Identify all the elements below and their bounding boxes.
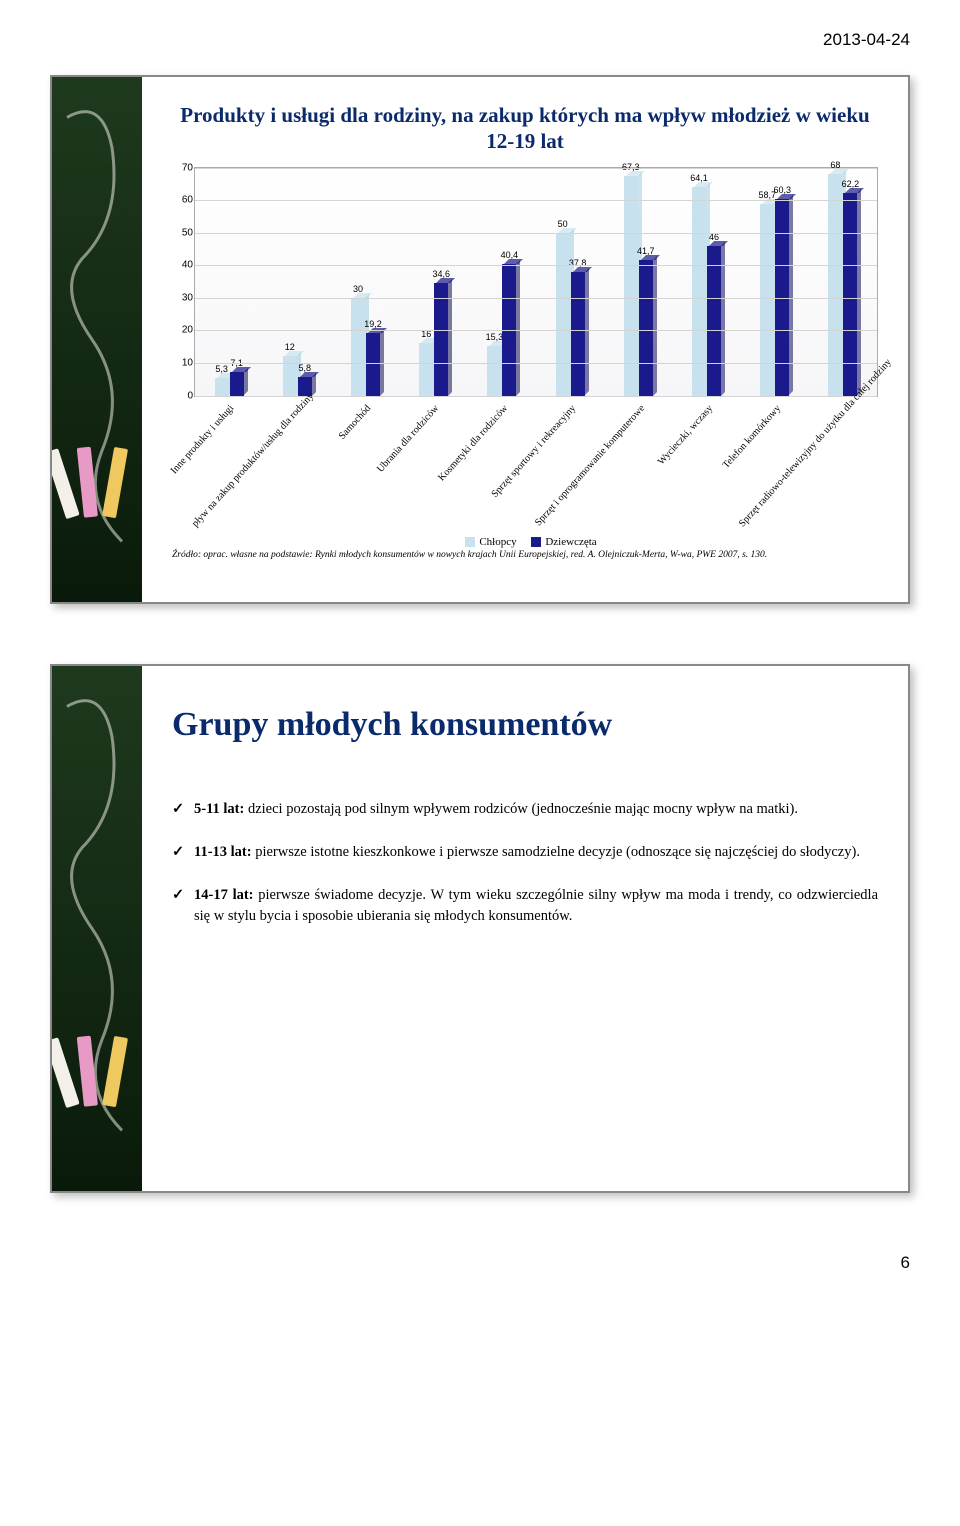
bar-value-label: 41,7: [637, 246, 655, 256]
bar: 30: [351, 168, 365, 396]
bar: 40,4: [502, 168, 516, 396]
legend-label-boys: Chłopcy: [479, 536, 516, 548]
slide-text: Grupy młodych konsumentów 5-11 lat: dzie…: [50, 664, 910, 1193]
chalk-icon: [62, 447, 122, 587]
bar: 60,3: [775, 168, 789, 396]
bar: 5,3: [215, 168, 229, 396]
chalk-icon: [62, 1036, 122, 1176]
bar: 68: [828, 168, 842, 396]
bar-value-label: 34,6: [432, 269, 450, 279]
bar-value-label: 40,4: [501, 250, 519, 260]
sidebar-chalkboard: [52, 666, 142, 1191]
y-tick: 50: [182, 227, 193, 238]
legend-swatch-boys: [465, 537, 475, 547]
bar: 16: [419, 168, 433, 396]
page-date: 2013-04-24: [50, 30, 910, 50]
bar-value-label: 19,2: [364, 319, 382, 329]
bar-chart: 010203040506070 5,37,1125,83019,21634,61…: [172, 167, 878, 561]
bar: 37,8: [571, 168, 585, 396]
bar-value-label: 68: [830, 160, 840, 170]
page-number: 6: [50, 1253, 910, 1273]
bar: 64,1: [692, 168, 706, 396]
bar: 58,7: [760, 168, 774, 396]
bar-value-label: 60,3: [773, 185, 791, 195]
bar: 46: [707, 168, 721, 396]
bar: 15,3: [487, 168, 501, 396]
bar: 34,6: [434, 168, 448, 396]
legend-label-girls: Dziewczęta: [545, 536, 596, 548]
bar-value-label: 37,8: [569, 258, 587, 268]
y-tick: 0: [187, 390, 193, 401]
bullet-list: 5-11 lat: dzieci pozostają pod silnym wp…: [172, 799, 878, 927]
legend-swatch-girls: [531, 537, 541, 547]
bullet-item: 11-13 lat: pierwsze istotne kieszkonkowe…: [172, 842, 878, 863]
bar-value-label: 62,2: [842, 179, 860, 189]
bullet-item: 14-17 lat: pierwsze świadome decyzje. W …: [172, 885, 878, 927]
bar: 41,7: [639, 168, 653, 396]
bar-value-label: 5,3: [215, 364, 228, 374]
y-tick: 70: [182, 162, 193, 173]
chart-title: Produkty i usługi dla rodziny, na zakup …: [172, 102, 878, 155]
y-tick: 20: [182, 325, 193, 336]
bar: 19,2: [366, 168, 380, 396]
y-tick: 10: [182, 357, 193, 368]
bar-value-label: 15,3: [486, 332, 504, 342]
bar-value-label: 50: [558, 219, 568, 229]
bar: 50: [556, 168, 570, 396]
y-tick: 30: [182, 292, 193, 303]
chart-source: Źródło: oprac. własne na podstawie: Rynk…: [172, 550, 878, 561]
chart-legend: Chłopcy Dziewczęta: [172, 536, 878, 548]
bar-value-label: 12: [285, 342, 295, 352]
bar-value-label: 64,1: [690, 173, 708, 183]
y-tick: 60: [182, 195, 193, 206]
slide-chart: Produkty i usługi dla rodziny, na zakup …: [50, 75, 910, 604]
y-tick: 40: [182, 260, 193, 271]
bar: 12: [283, 168, 297, 396]
bullet-item: 5-11 lat: dzieci pozostają pod silnym wp…: [172, 799, 878, 820]
bar: 67,3: [624, 168, 638, 396]
bar: 7,1: [230, 168, 244, 396]
bar: 62,2: [843, 168, 857, 396]
slide-title: Grupy młodych konsumentów: [172, 706, 878, 744]
bar: 5,8: [298, 168, 312, 396]
bar-value-label: 5,8: [299, 363, 312, 373]
bar-value-label: 30: [353, 284, 363, 294]
